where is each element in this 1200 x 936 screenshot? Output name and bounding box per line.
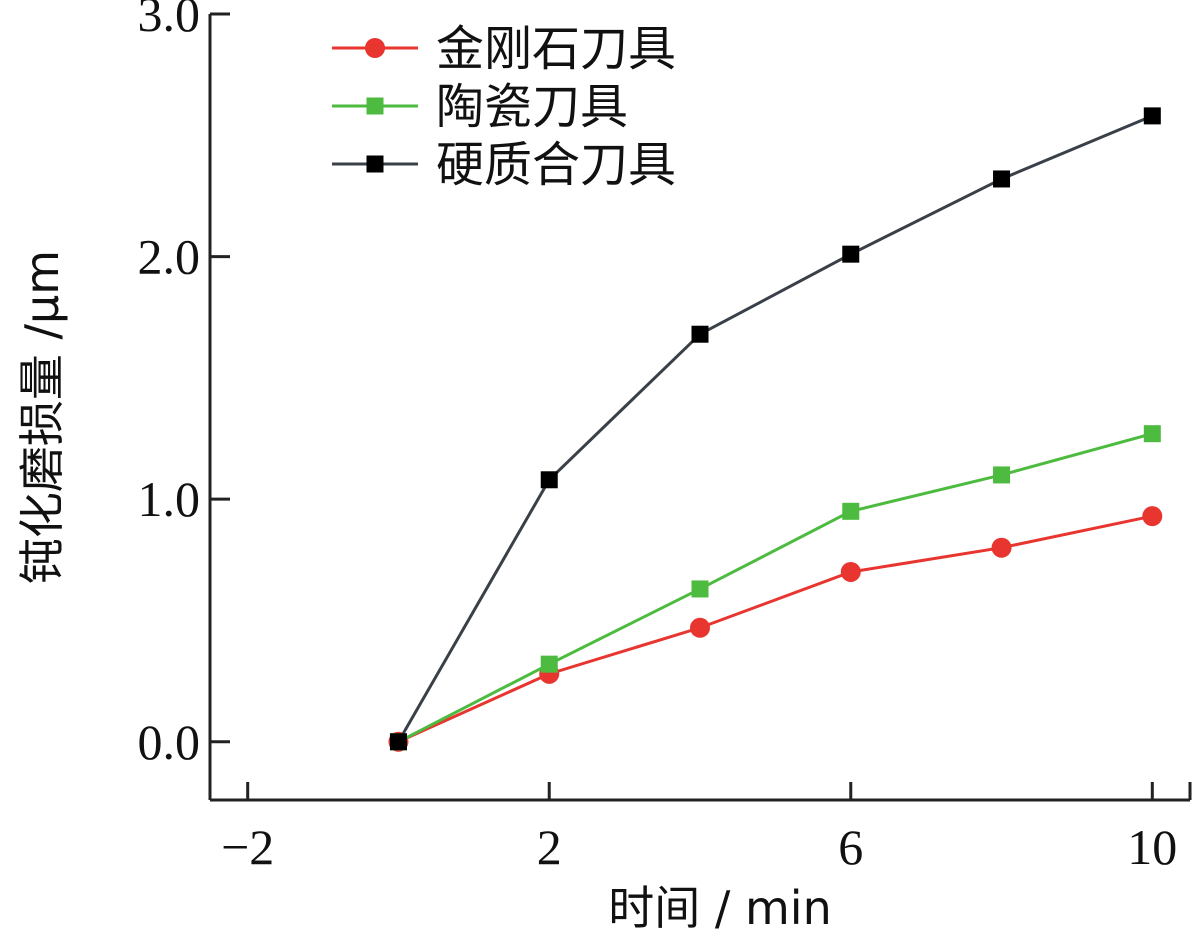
legend-marker [366, 97, 384, 115]
data-point [993, 466, 1011, 484]
legend-label: 陶瓷刀具 [436, 79, 628, 135]
data-point [840, 561, 861, 582]
data-point [389, 733, 407, 751]
legend-item-1: 金刚石刀具 [332, 21, 676, 77]
x-tick-label: 6 [838, 819, 863, 875]
data-point [540, 655, 558, 673]
y-tick-label: 1.0 [138, 471, 201, 527]
series-line [397, 514, 1153, 744]
y-axis-title: 钝化磨损量 /μm [15, 250, 69, 584]
legend-marker [365, 38, 385, 58]
x-axis-title: 时间 / min [608, 881, 832, 935]
y-tick-label: 0.0 [138, 714, 201, 770]
data-point [1143, 107, 1161, 125]
legend-marker [366, 155, 384, 173]
series-line [397, 114, 1153, 743]
axes: 0.0 1.0 2.0 3.0 −2 2 6 10 [138, 0, 1192, 875]
data-point [1142, 506, 1163, 527]
data-point [842, 245, 860, 263]
data-point [842, 502, 860, 520]
legend-item-3: 硬质合刀具 [332, 137, 676, 193]
data-point [691, 580, 709, 598]
plot-area [388, 107, 1163, 752]
data-point [540, 471, 558, 489]
y-tick-label: 2.0 [138, 229, 201, 285]
legend-label: 硬质合刀具 [436, 137, 676, 193]
data-point [993, 170, 1011, 188]
data-point [691, 325, 709, 343]
series-2 [389, 425, 1161, 751]
x-tick-label: 10 [1127, 819, 1177, 875]
series-line [397, 432, 1153, 744]
data-point [690, 617, 710, 638]
series-3 [389, 107, 1161, 751]
legend-label: 金刚石刀具 [436, 21, 676, 77]
series-1 [388, 506, 1163, 752]
legend-item-2: 陶瓷刀具 [332, 79, 628, 135]
x-tick-label: −2 [221, 819, 274, 875]
data-point [1143, 425, 1161, 443]
y-tick-label: 3.0 [138, 0, 201, 42]
x-tick-label: 2 [537, 819, 562, 875]
data-point [991, 537, 1012, 558]
